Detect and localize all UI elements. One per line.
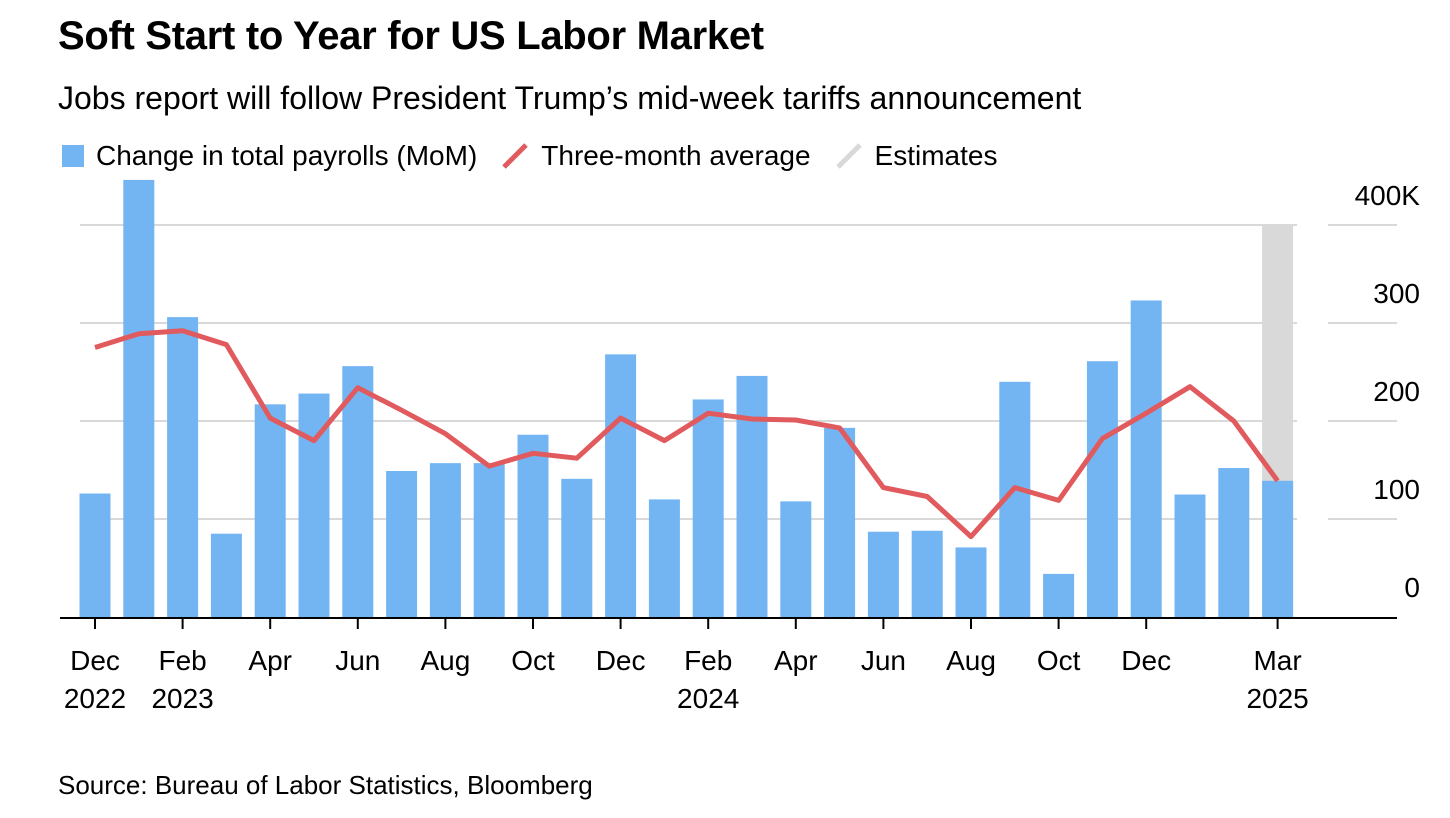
bar: [1174, 494, 1206, 617]
bar: [1043, 573, 1075, 617]
bar: [1086, 361, 1118, 617]
legend-item-payrolls: Change in total payrolls (MoM): [62, 140, 477, 172]
x-tick-label: Mar: [1253, 645, 1301, 676]
bar: [517, 434, 549, 617]
legend-label-estimates: Estimates: [874, 140, 998, 171]
x-tick-label: Aug: [946, 645, 996, 676]
x-tick-label: Aug: [420, 645, 470, 676]
legend: Change in total payrolls (MoM) Three-mon…: [62, 138, 1021, 174]
bar: [824, 427, 856, 617]
x-tick-year-label: 2023: [151, 683, 213, 714]
bar: [692, 399, 724, 617]
chart-subtitle: Jobs report will follow President Trump’…: [58, 80, 1082, 116]
bar: [736, 375, 768, 617]
x-tick-label: Dec: [70, 645, 120, 676]
bar: [648, 499, 680, 617]
bar: [79, 493, 111, 617]
bar: [911, 530, 943, 617]
x-tick-year-label: 2024: [677, 683, 739, 714]
legend-label-payrolls: Change in total payrolls (MoM): [96, 140, 478, 171]
x-tick-label: Feb: [158, 645, 206, 676]
bar: [210, 533, 242, 617]
x-tick-label: Feb: [684, 645, 732, 676]
x-tick-label: Apr: [248, 645, 292, 676]
legend-line-swatch: [502, 143, 529, 169]
bar: [386, 470, 418, 617]
bar: [167, 317, 199, 617]
bar: [780, 501, 812, 617]
bar: [955, 547, 987, 617]
x-tick-label: Apr: [774, 645, 818, 676]
legend-estimate-swatch: [835, 143, 862, 169]
bar: [342, 366, 374, 617]
y-tick-label: 400K: [1355, 180, 1421, 211]
legend-label-average: Three-month average: [541, 140, 811, 171]
chart-title: Soft Start to Year for US Labor Market: [58, 14, 764, 58]
x-tick-label: Oct: [1037, 645, 1081, 676]
y-tick-label: 300: [1373, 278, 1420, 309]
y-tick-label: 100: [1373, 474, 1420, 505]
bar: [429, 463, 461, 617]
x-tick-label: Jun: [335, 645, 380, 676]
legend-bar-swatch: [62, 145, 84, 167]
x-tick-year-label: 2022: [64, 683, 126, 714]
legend-item-average: Three-month average: [501, 140, 811, 172]
average-line: [94, 328, 1280, 540]
bar: [1218, 468, 1250, 617]
x-tick-label: Oct: [511, 645, 555, 676]
bar: [1262, 480, 1294, 617]
x-tick-label: Dec: [1121, 645, 1171, 676]
y-tick-label: 200: [1373, 376, 1420, 407]
y-tick-label: 0: [1404, 572, 1420, 603]
bar: [605, 354, 637, 617]
x-tick-year-label: 2025: [1246, 683, 1308, 714]
bar: [254, 404, 286, 617]
bar: [1130, 300, 1162, 617]
legend-item-estimates: Estimates: [835, 140, 998, 172]
bar: [473, 463, 505, 617]
bar: [123, 179, 155, 618]
bar: [867, 531, 899, 617]
x-tick-label: Jun: [861, 645, 906, 676]
bar: [561, 478, 593, 617]
source-note: Source: Bureau of Labor Statistics, Bloo…: [58, 770, 593, 800]
x-tick-label: Dec: [596, 645, 646, 676]
